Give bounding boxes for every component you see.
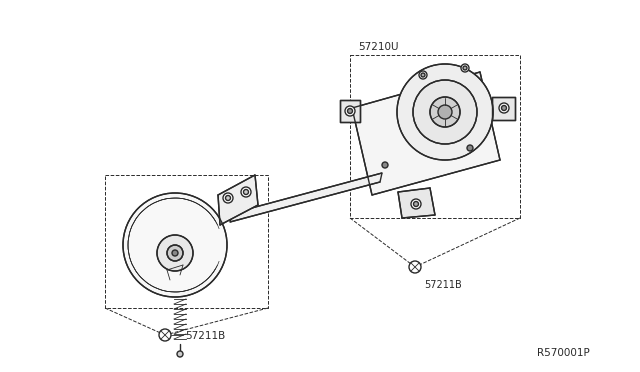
Circle shape (499, 103, 509, 113)
Text: 57210U: 57210U (358, 42, 399, 52)
Text: 57211B: 57211B (424, 280, 461, 290)
Polygon shape (230, 173, 382, 222)
Circle shape (243, 189, 248, 195)
Circle shape (438, 105, 452, 119)
Circle shape (461, 64, 469, 72)
Polygon shape (492, 97, 515, 120)
Circle shape (421, 73, 425, 77)
Circle shape (411, 199, 421, 209)
Polygon shape (398, 188, 435, 218)
Circle shape (467, 145, 473, 151)
Polygon shape (352, 72, 500, 195)
Circle shape (502, 106, 506, 110)
Circle shape (409, 261, 421, 273)
Circle shape (225, 196, 230, 201)
Circle shape (123, 193, 227, 297)
Circle shape (413, 80, 477, 144)
Circle shape (177, 351, 183, 357)
Circle shape (419, 71, 427, 79)
Text: R570001P: R570001P (537, 348, 590, 358)
Polygon shape (340, 100, 360, 122)
Circle shape (157, 235, 193, 271)
Circle shape (345, 106, 355, 116)
Circle shape (241, 187, 251, 197)
Circle shape (382, 162, 388, 168)
Circle shape (223, 193, 233, 203)
Circle shape (348, 109, 353, 113)
Polygon shape (218, 175, 258, 225)
Circle shape (159, 329, 171, 341)
Circle shape (397, 64, 493, 160)
Circle shape (430, 97, 460, 127)
Circle shape (413, 202, 419, 206)
Circle shape (172, 250, 178, 256)
Text: 57211B: 57211B (185, 331, 225, 341)
Circle shape (463, 66, 467, 70)
Circle shape (167, 245, 183, 261)
